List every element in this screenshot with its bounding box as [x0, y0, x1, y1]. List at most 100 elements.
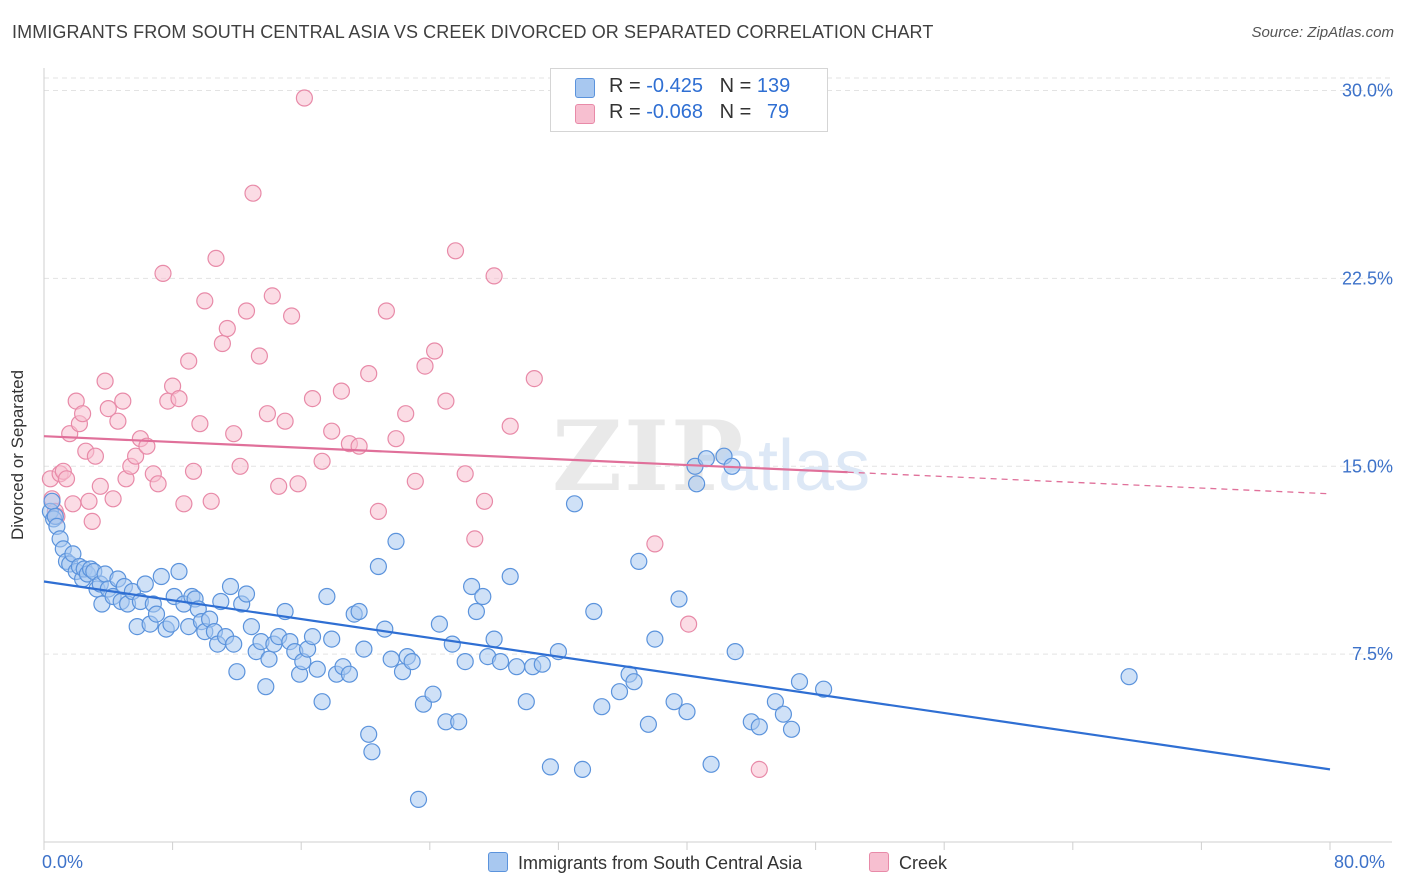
point-immigrants — [1120, 668, 1138, 686]
point-immigrants — [625, 673, 643, 691]
bottom-legend-swatch-pink — [869, 852, 889, 872]
x-tick-max: 80.0% — [1334, 852, 1386, 872]
legend-r-label: R = — [609, 75, 647, 97]
point-immigrants — [467, 602, 485, 621]
point-creek — [377, 302, 395, 320]
point-immigrants — [585, 602, 603, 621]
point-immigrants — [774, 705, 793, 723]
point-creek — [258, 405, 276, 423]
point-creek — [213, 334, 231, 353]
legend-r-value: -0.425 — [646, 75, 703, 97]
point-creek — [646, 535, 664, 553]
point-creek — [57, 470, 76, 488]
legend: R = -0.425 N = 139 R = -0.068 N = 79 — [550, 68, 828, 132]
point-immigrants — [303, 627, 322, 646]
point-immigrants — [646, 630, 664, 648]
point-creek — [397, 405, 415, 423]
point-immigrants — [403, 652, 421, 671]
bottom-legend-label-blue: Immigrants from South Central Asia — [518, 853, 803, 873]
legend-r-label: R = — [609, 101, 647, 123]
point-creek — [244, 184, 262, 202]
point-immigrants — [639, 715, 658, 733]
point-creek — [96, 372, 114, 390]
point-creek — [80, 492, 98, 510]
point-creek — [218, 319, 236, 338]
point-creek — [83, 512, 101, 531]
point-immigrants — [610, 683, 629, 701]
point-immigrants — [750, 718, 768, 736]
point-immigrants — [350, 602, 368, 621]
point-immigrants — [485, 630, 503, 648]
legend-swatch-blue — [575, 78, 595, 98]
point-immigrants — [382, 650, 400, 668]
point-creek — [127, 447, 145, 465]
point-creek — [237, 302, 256, 320]
legend-n-label: N = — [719, 101, 757, 123]
point-immigrants — [424, 685, 442, 703]
point-immigrants — [212, 592, 230, 611]
point-creek — [104, 490, 122, 508]
point-immigrants — [533, 655, 551, 673]
point-immigrants — [702, 755, 720, 773]
legend-n-value: 79 — [766, 101, 790, 123]
point-creek — [332, 382, 350, 400]
point-creek — [323, 422, 341, 440]
point-immigrants — [355, 640, 373, 658]
point-immigrants — [170, 562, 188, 581]
watermark-atlas: atlas — [718, 426, 870, 506]
point-immigrants — [573, 760, 592, 779]
point-creek — [525, 370, 543, 388]
point-creek — [456, 465, 474, 483]
point-immigrants — [450, 713, 468, 731]
point-immigrants — [501, 567, 519, 586]
point-immigrants — [147, 605, 166, 623]
legend-n-label: N = — [719, 75, 757, 97]
point-immigrants — [474, 587, 492, 606]
point-immigrants — [697, 450, 715, 468]
source-label: Source: ZipAtlas.com — [1251, 24, 1394, 41]
point-creek — [295, 89, 313, 107]
point-immigrants — [630, 552, 648, 571]
point-creek — [416, 357, 434, 375]
point-immigrants — [376, 620, 394, 638]
point-creek — [225, 425, 243, 443]
point-immigrants — [242, 617, 260, 636]
point-immigrants — [430, 615, 448, 633]
point-creek — [170, 390, 188, 408]
point-immigrants — [260, 650, 278, 668]
point-creek — [202, 492, 220, 510]
point-immigrants — [323, 630, 341, 648]
point-creek — [679, 615, 698, 633]
point-immigrants — [308, 660, 326, 678]
point-immigrants — [162, 615, 180, 633]
point-immigrants — [766, 693, 785, 711]
bottom-legend-immigrants: Immigrants from South Central Asia — [488, 852, 802, 874]
point-immigrants — [456, 652, 474, 671]
point-immigrants — [318, 587, 336, 606]
y-axis-label: Divorced or Separated — [8, 369, 27, 541]
point-immigrants — [363, 743, 381, 761]
point-creek — [196, 292, 214, 310]
point-immigrants — [221, 577, 240, 596]
point-immigrants — [463, 577, 481, 596]
point-creek — [485, 267, 503, 285]
bottom-legend-label-pink: Creek — [899, 853, 948, 873]
point-immigrants — [313, 693, 331, 711]
bottom-legend-creek: Creek — [869, 852, 947, 874]
point-creek — [406, 472, 424, 490]
point-immigrants — [491, 652, 510, 671]
point-creek — [114, 392, 132, 410]
point-creek — [263, 287, 281, 305]
point-creek — [149, 475, 167, 493]
point-creek — [109, 412, 127, 430]
y-tick-label: 22.5% — [1342, 268, 1393, 288]
chart-title: IMMIGRANTS FROM SOUTH CENTRAL ASIA VS CR… — [12, 22, 934, 42]
point-immigrants — [670, 590, 688, 608]
trend-line-extension-creek — [847, 471, 1331, 495]
point-creek — [466, 530, 484, 548]
point-creek — [475, 492, 494, 510]
point-immigrants — [726, 642, 744, 661]
point-immigrants — [790, 673, 809, 691]
point-creek — [250, 347, 268, 365]
